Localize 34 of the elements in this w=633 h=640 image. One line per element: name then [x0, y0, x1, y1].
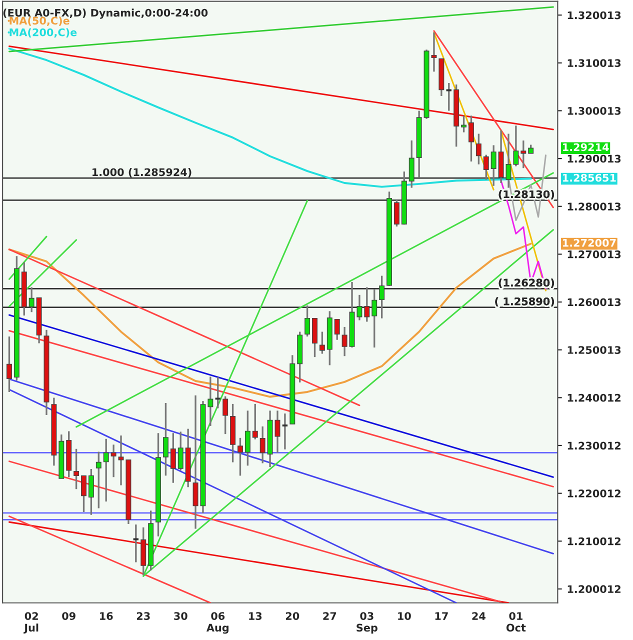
y-tick-label: 1.220012	[568, 490, 620, 498]
y-tick-label: 1.200012	[568, 585, 620, 594]
y-tick-label: 1.230012	[568, 442, 620, 450]
x-tick-label: 09	[62, 612, 76, 620]
text: 1.272007	[563, 238, 616, 247]
y-tick-label: 1.270013	[568, 250, 621, 258]
x-tick-label: 20	[286, 612, 300, 620]
y-tick-label: 1.320013	[568, 11, 621, 20]
y-tick-label: 1.210012	[568, 537, 620, 546]
x-tick-label: 02 Jul	[24, 612, 38, 634]
legend-label: MA(200,C)e	[10, 28, 77, 38]
ref-line-label: ( 1.25890)	[495, 297, 554, 307]
x-tick-label: 17	[435, 612, 448, 620]
x-tick-label: 03 Sep	[356, 612, 378, 634]
x-tick-label: 23	[136, 612, 150, 620]
x-tick-label: 24	[472, 612, 486, 620]
x-tick-label: 10	[398, 612, 411, 620]
ref-line-label: 1.000 (1.285924)	[92, 168, 192, 178]
text: 1.285651	[563, 174, 616, 182]
text: 1.29214	[563, 143, 609, 152]
x-tick-label: 06 Aug	[206, 612, 228, 634]
y-tick-label: 1.300013	[568, 106, 621, 115]
legend-label: MA(50,C)e	[10, 16, 70, 26]
x-tick-label: 27	[323, 612, 336, 620]
x-tick-label: 01 Oct	[506, 612, 526, 632]
x-tick-label: 30	[174, 612, 188, 620]
x-tick-label: 16	[100, 612, 113, 620]
y-tick-label: 1.280013	[568, 202, 621, 210]
y-tick-label: 1.310013	[568, 59, 621, 68]
y-tick-label: 1.260013	[568, 298, 621, 306]
y-tick-label: 1.290013	[568, 154, 621, 163]
y-tick-label: 1.250013	[568, 346, 621, 354]
x-tick-label: 13	[249, 612, 262, 620]
y-tick-label: 1.240012	[568, 394, 620, 402]
